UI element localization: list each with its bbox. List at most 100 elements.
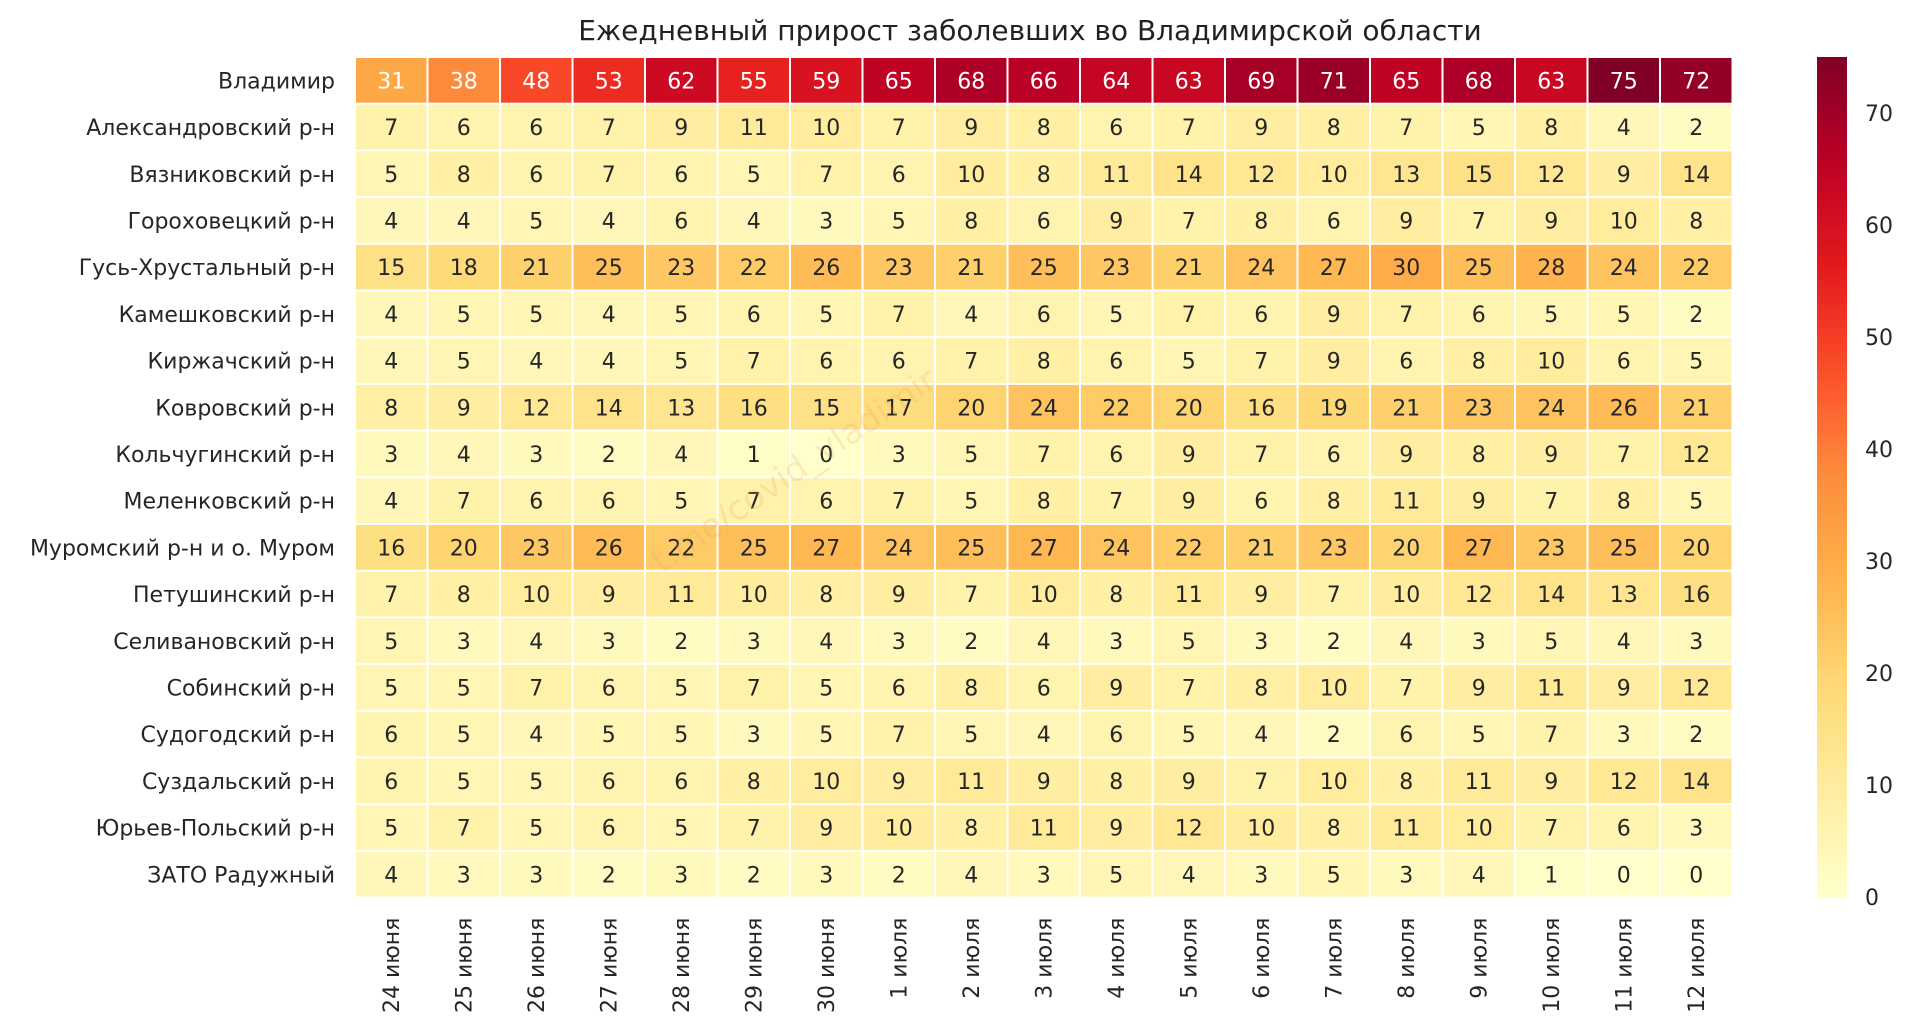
cell-value-label: 5 bbox=[674, 490, 688, 515]
cell-value-label: 5 bbox=[1617, 303, 1631, 328]
heatmap-cell bbox=[1661, 244, 1732, 290]
heatmap-cell bbox=[1081, 571, 1152, 617]
heatmap-cell bbox=[501, 711, 572, 757]
heatmap-cell bbox=[936, 338, 1007, 383]
heatmap-cell bbox=[1153, 198, 1224, 243]
heatmap-cell bbox=[1008, 478, 1079, 523]
heatmap-cell bbox=[501, 571, 572, 617]
row-labels: Владимир Александровский р-н Вязниковский … bbox=[30, 69, 335, 888]
cell-value-label: 7 bbox=[1182, 303, 1196, 328]
cell-value-label: 4 bbox=[384, 490, 398, 515]
cell-value-label: 26 bbox=[595, 536, 623, 561]
heatmap-cell bbox=[1298, 244, 1369, 290]
heatmap-cell bbox=[1298, 525, 1369, 570]
heatmap-cell bbox=[1661, 665, 1732, 710]
cell-value-label: 8 bbox=[1254, 676, 1268, 701]
heatmap-cell bbox=[356, 198, 427, 243]
cell-value-label: 9 bbox=[1544, 443, 1558, 468]
heatmap-cell bbox=[1588, 758, 1659, 804]
heatmap-cell bbox=[1008, 104, 1079, 150]
heatmap-cell bbox=[791, 665, 862, 710]
cell-value-label: 75 bbox=[1610, 69, 1638, 94]
cell-value-label: 68 bbox=[1465, 69, 1493, 94]
cell-value-label: 12 bbox=[1682, 676, 1710, 701]
column-label: 24 июня bbox=[380, 918, 405, 1013]
row-label: Меленковский р-н bbox=[124, 490, 335, 515]
cell-value-label: 63 bbox=[1537, 69, 1565, 94]
cell-value-label: 0 bbox=[1689, 863, 1703, 888]
heatmap-cell bbox=[1443, 711, 1514, 757]
cell-value-label: 3 bbox=[892, 630, 906, 655]
heatmap-cell bbox=[1661, 851, 1732, 897]
cell-value-label: 3 bbox=[819, 863, 833, 888]
heatmap-cell bbox=[428, 431, 499, 477]
heatmap-cell bbox=[1153, 618, 1224, 664]
heatmap-cell bbox=[356, 571, 427, 617]
cell-value-label: 68 bbox=[957, 69, 985, 94]
heatmap-cell bbox=[1371, 198, 1442, 243]
cell-value-label: 7 bbox=[1254, 350, 1268, 375]
heatmap-cell bbox=[791, 618, 862, 664]
heatmap-cell bbox=[1008, 711, 1079, 757]
cell-value-label: 7 bbox=[1182, 209, 1196, 234]
cell-value-label: 7 bbox=[1399, 676, 1413, 701]
heatmap-cell bbox=[646, 151, 717, 197]
heatmap-cell bbox=[791, 758, 862, 804]
heatmap-cell bbox=[936, 151, 1007, 197]
colorbar-tick-label: 20 bbox=[1865, 662, 1893, 687]
colorbar-tick-label: 40 bbox=[1865, 438, 1893, 463]
heatmap-cell bbox=[428, 665, 499, 710]
heatmap-cell bbox=[863, 571, 934, 617]
cell-value-label: 11 bbox=[1175, 583, 1203, 608]
cell-value-label: 2 bbox=[602, 443, 616, 468]
cell-value-label: 4 bbox=[384, 863, 398, 888]
heatmap-cell bbox=[718, 618, 789, 664]
cell-value-label: 8 bbox=[1472, 350, 1486, 375]
cell-value-label: 3 bbox=[892, 443, 906, 468]
heatmap-cell bbox=[1516, 58, 1587, 103]
heatmap-cell bbox=[718, 431, 789, 477]
cell-value-label: 5 bbox=[457, 350, 471, 375]
cell-value-label: 4 bbox=[964, 863, 978, 888]
heatmap-cell bbox=[1516, 618, 1587, 664]
heatmap-cell bbox=[1588, 618, 1659, 664]
heatmap-cell bbox=[428, 384, 499, 430]
cell-value-label: 27 bbox=[812, 536, 840, 561]
heatmap-cell bbox=[1081, 525, 1152, 570]
heatmap-cell bbox=[428, 571, 499, 617]
cell-value-label: 7 bbox=[819, 163, 833, 188]
heatmap-cell bbox=[791, 244, 862, 290]
heatmap-cell bbox=[646, 711, 717, 757]
cell-value-label: 2 bbox=[1327, 630, 1341, 655]
heatmap-cell bbox=[356, 58, 427, 103]
cell-value-label: 10 bbox=[1247, 817, 1275, 842]
cell-value-label: 28 bbox=[1537, 256, 1565, 281]
cell-value-label: 5 bbox=[1182, 630, 1196, 655]
heatmap-cell bbox=[1153, 338, 1224, 383]
cell-value-label: 16 bbox=[740, 396, 768, 421]
cell-value-label: 4 bbox=[602, 209, 616, 234]
heatmap-cell bbox=[356, 338, 427, 383]
heatmap-cell bbox=[1298, 478, 1369, 523]
heatmap-cell bbox=[1153, 758, 1224, 804]
cell-value-label: 2 bbox=[964, 630, 978, 655]
heatmap-cell bbox=[501, 151, 572, 197]
heatmap-cell bbox=[1081, 151, 1152, 197]
row-label: Суздальский р-н bbox=[142, 770, 335, 795]
cell-value-label: 5 bbox=[674, 303, 688, 328]
heatmap-cell bbox=[428, 244, 499, 290]
cell-value-label: 5 bbox=[819, 303, 833, 328]
heatmap-cell bbox=[356, 758, 427, 804]
heatmap-cell bbox=[573, 244, 644, 290]
heatmap-cell bbox=[1588, 198, 1659, 243]
cell-value-label: 3 bbox=[1399, 863, 1413, 888]
heatmap-cell bbox=[1661, 384, 1732, 430]
cell-value-label: 31 bbox=[377, 69, 405, 94]
heatmap-cell bbox=[863, 244, 934, 290]
heatmap-cell bbox=[1081, 104, 1152, 150]
heatmap-cell bbox=[1298, 384, 1369, 430]
heatmap-cell bbox=[1516, 431, 1587, 477]
colorbar: 0 10 20 30 40 50 60 70 bbox=[1817, 57, 1893, 911]
cell-value-label: 8 bbox=[1037, 163, 1051, 188]
heatmap-cell bbox=[718, 525, 789, 570]
